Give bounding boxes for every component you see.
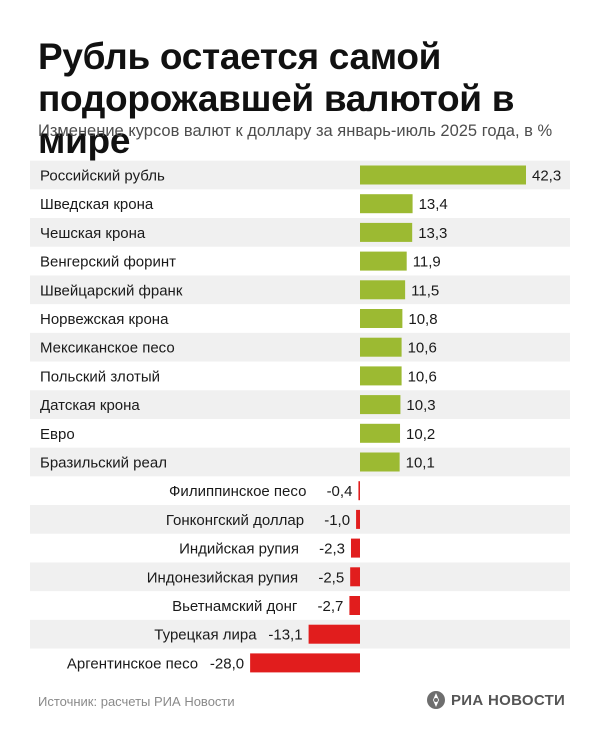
- category-label: Норвежская крона: [40, 311, 169, 328]
- bar: [360, 423, 401, 443]
- category-label: Филиппинское песо: [169, 483, 306, 500]
- bar: [360, 222, 413, 242]
- category-label: Вьетнамский донг: [172, 598, 298, 615]
- value-label: 11,9: [413, 254, 441, 271]
- category-label: Российский рубль: [40, 168, 165, 185]
- chart-title: Рубль остается самой подорожавшей валюто…: [38, 36, 515, 161]
- bar: [360, 452, 400, 472]
- value-label: 11,5: [411, 282, 439, 299]
- value-label: 10,3: [406, 397, 435, 414]
- category-label: Индийская рупия: [179, 541, 299, 558]
- bar: [360, 366, 402, 386]
- category-label: Индонезийская рупия: [147, 569, 298, 586]
- value-label: 10,6: [408, 368, 437, 385]
- row-stripe: [30, 390, 570, 419]
- bar: [350, 567, 360, 587]
- category-label: Шведская крона: [40, 196, 154, 213]
- category-label: Чешская крона: [40, 225, 146, 242]
- bar: [308, 624, 360, 644]
- value-label: -13,1: [268, 627, 302, 644]
- bar: [358, 481, 360, 501]
- row-stripe: [30, 562, 570, 592]
- row-stripe: [30, 447, 570, 477]
- bar: [349, 596, 360, 615]
- value-label: -2,3: [319, 541, 345, 558]
- category-label: Датская крона: [40, 397, 140, 414]
- category-label: Венгерский форинт: [40, 254, 176, 271]
- bar: [360, 309, 403, 328]
- row-stripe: [30, 332, 570, 362]
- bar: [360, 194, 413, 214]
- category-label: Аргентинское песо: [67, 655, 198, 672]
- chart-subtitle: Изменение курсов валют к доллару за янва…: [38, 122, 553, 140]
- category-label: Швейцарский франк: [40, 282, 183, 299]
- row-stripe: [30, 275, 570, 305]
- bar: [360, 337, 402, 357]
- value-label: -2,5: [318, 569, 344, 586]
- value-label: -2,7: [318, 598, 344, 615]
- category-label: Турецкая лира: [154, 627, 257, 644]
- value-label: 10,8: [408, 311, 437, 328]
- bar: [360, 165, 526, 185]
- bar: [360, 280, 406, 300]
- row-stripe: [30, 619, 570, 649]
- category-label: Бразильский реал: [40, 455, 167, 472]
- value-label: 10,2: [406, 426, 435, 443]
- row-stripe: [30, 218, 570, 247]
- row-stripe: [30, 505, 570, 534]
- logo-text: РИА НОВОСТИ: [451, 691, 566, 709]
- bar: [356, 509, 360, 529]
- bar-chart: Российский рубль 42,3 Шведская крона 13,4 Че…: [30, 160, 570, 673]
- value-label: 42,3: [532, 168, 561, 185]
- bar: [360, 251, 407, 271]
- ria-logo: РИА НОВОСТИ: [426, 690, 565, 710]
- value-label: -0,4: [327, 483, 353, 500]
- source-note: Источник: расчеты РИА Новости: [38, 694, 235, 709]
- bar: [250, 653, 360, 673]
- category-label: Мексиканское песо: [40, 340, 175, 357]
- category-label: Евро: [40, 426, 75, 443]
- value-label: -1,0: [324, 512, 350, 529]
- bar: [350, 538, 360, 558]
- bar: [360, 395, 401, 415]
- category-label: Польский злотый: [40, 368, 160, 385]
- value-label: 13,4: [419, 196, 448, 213]
- value-label: 10,6: [408, 340, 437, 357]
- value-label: -28,0: [210, 655, 244, 672]
- ria-logo-icon: [427, 691, 445, 709]
- value-label: 13,3: [418, 225, 447, 242]
- category-label: Гонконгский доллар: [166, 512, 304, 529]
- value-label: 10,1: [406, 455, 435, 472]
